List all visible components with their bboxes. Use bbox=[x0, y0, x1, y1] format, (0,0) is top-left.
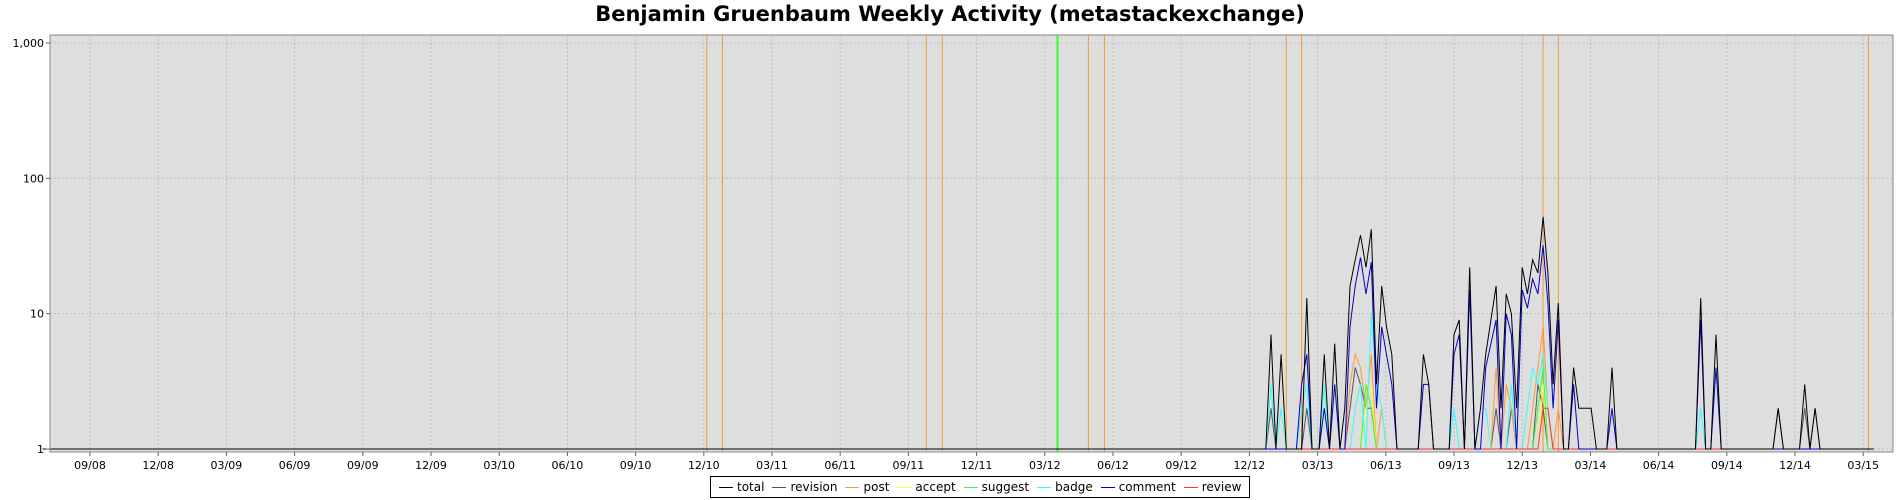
x-tick-label: 06/11 bbox=[824, 459, 856, 472]
legend-label: suggest bbox=[981, 480, 1030, 494]
legend-item-badge: badge bbox=[1037, 480, 1093, 494]
plot-border bbox=[49, 34, 1894, 453]
legend-swatch bbox=[719, 486, 733, 488]
legend-label: accept bbox=[915, 480, 956, 494]
legend-swatch bbox=[845, 486, 860, 488]
x-tick-label: 12/10 bbox=[688, 459, 720, 472]
x-tick-label: 03/11 bbox=[756, 459, 788, 472]
x-tick-label: 03/12 bbox=[1029, 459, 1061, 472]
x-tick-label: 03/09 bbox=[211, 459, 243, 472]
legend-label: post bbox=[863, 480, 890, 494]
x-tick-label: 06/13 bbox=[1370, 459, 1402, 472]
legend-swatch bbox=[1183, 486, 1198, 488]
legend-item-suggest: suggest bbox=[963, 480, 1030, 494]
y-tick-label: 1,000 bbox=[13, 37, 45, 50]
x-tick-label: 03/10 bbox=[483, 459, 515, 472]
legend-swatch bbox=[772, 486, 787, 488]
legend: total revision post accept suggest badge comme… bbox=[710, 476, 1251, 498]
x-tick-label: 12/09 bbox=[415, 459, 447, 472]
plot-area bbox=[50, 35, 1893, 452]
x-tick-label: 06/14 bbox=[1643, 459, 1675, 472]
legend-item-review: review bbox=[1183, 480, 1242, 494]
x-axis-ticks: 09/08 12/08 03/09 06/09 09/09 12/09 03/10 06/10… bbox=[74, 452, 1879, 472]
chart-title: Benjamin Gruenbaum Weekly Activity (meta… bbox=[595, 2, 1305, 26]
legend-label: review bbox=[1201, 480, 1242, 494]
x-tick-label: 03/14 bbox=[1575, 459, 1607, 472]
x-tick-label: 09/08 bbox=[74, 459, 106, 472]
legend-swatch bbox=[963, 486, 978, 488]
x-tick-label: 06/12 bbox=[1097, 459, 1129, 472]
y-tick-label: 1 bbox=[37, 443, 44, 456]
x-tick-label: 09/12 bbox=[1165, 459, 1197, 472]
x-tick-label: 06/09 bbox=[279, 459, 311, 472]
y-axis-ticks: 1 10 100 1,000 bbox=[13, 37, 50, 456]
x-tick-label: 09/10 bbox=[620, 459, 652, 472]
y-tick-label: 100 bbox=[23, 172, 44, 185]
x-tick-label: 09/11 bbox=[893, 459, 925, 472]
legend-label: comment bbox=[1118, 480, 1176, 494]
x-tick-label: 12/08 bbox=[142, 459, 174, 472]
x-tick-label: 09/09 bbox=[347, 459, 379, 472]
x-tick-label: 09/14 bbox=[1711, 459, 1743, 472]
legend-item-accept: accept bbox=[897, 480, 956, 494]
x-tick-label: 06/10 bbox=[552, 459, 584, 472]
legend-item-total: total bbox=[719, 480, 764, 494]
x-tick-label: 09/13 bbox=[1438, 459, 1470, 472]
legend-label: revision bbox=[790, 480, 838, 494]
x-tick-label: 03/13 bbox=[1302, 459, 1334, 472]
legend-swatch bbox=[1100, 486, 1115, 488]
legend-item-revision: revision bbox=[772, 480, 837, 494]
legend-item-post: post bbox=[845, 480, 889, 494]
legend-label: badge bbox=[1055, 480, 1093, 494]
series-total-line bbox=[42, 216, 1874, 450]
legend-item-comment: comment bbox=[1100, 480, 1176, 494]
legend-swatch bbox=[1037, 486, 1052, 488]
x-tick-label: 12/13 bbox=[1506, 459, 1538, 472]
y-tick-label: 10 bbox=[30, 308, 44, 321]
x-tick-label: 12/11 bbox=[961, 459, 993, 472]
legend-swatch bbox=[897, 486, 912, 488]
legend-label: total bbox=[737, 480, 765, 494]
x-tick-label: 12/14 bbox=[1779, 459, 1811, 472]
x-tick-label: 03/15 bbox=[1847, 459, 1879, 472]
vertical-markers bbox=[706, 35, 1869, 452]
x-tick-label: 12/12 bbox=[1234, 459, 1266, 472]
series-lines bbox=[42, 216, 1874, 450]
